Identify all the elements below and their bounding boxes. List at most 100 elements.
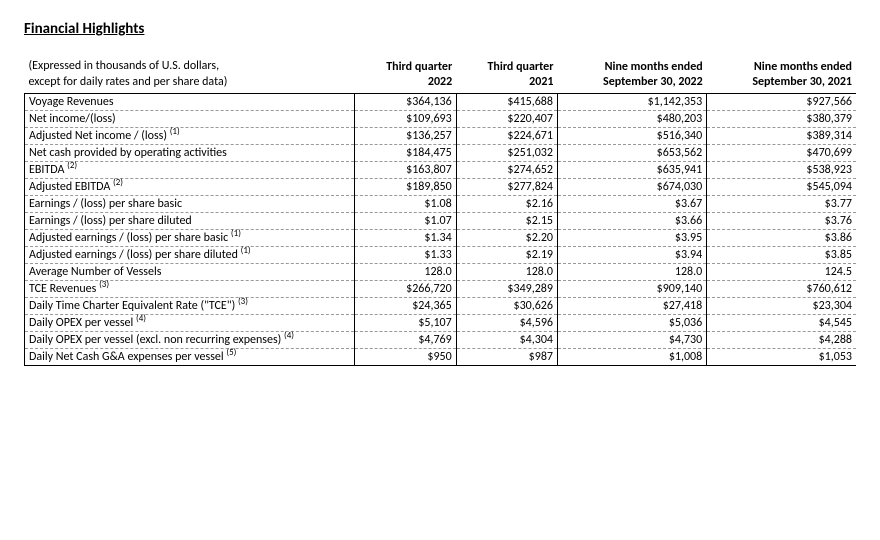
value-cell: $349,289 (456, 281, 557, 298)
metric-label: Daily Time Charter Equivalent Rate ("TCE… (25, 298, 355, 315)
value-cell: $27,418 (557, 298, 706, 315)
table-row: Daily Time Charter Equivalent Rate ("TCE… (25, 298, 857, 315)
value-cell: $2.15 (456, 213, 557, 230)
financial-table: (Expressed in thousands of U.S. dollars,… (24, 58, 856, 366)
value-cell: $220,407 (456, 111, 557, 128)
value-cell: $364,136 (355, 94, 456, 111)
value-cell: $30,626 (456, 298, 557, 315)
value-cell: $1.07 (355, 213, 456, 230)
value-cell: 128.0 (456, 264, 557, 281)
metric-label: Daily OPEX per vessel (excl. non recurri… (25, 332, 355, 349)
footnote-ref: (4) (136, 313, 146, 324)
value-cell: $3.85 (707, 247, 856, 264)
value-cell: $136,257 (355, 128, 456, 145)
value-cell: $4,304 (456, 332, 557, 349)
value-cell: $674,030 (557, 179, 706, 196)
value-cell: $224,671 (456, 128, 557, 145)
footnote-ref: (2) (67, 160, 77, 171)
value-cell: $5,107 (355, 315, 456, 332)
note-line1: (Expressed in thousands of U.S. dollars, (29, 59, 220, 73)
col-header-9m-2021: Nine months endedSeptember 30, 2021 (707, 58, 856, 94)
metric-label: Voyage Revenues (25, 94, 355, 111)
value-cell: $23,304 (707, 298, 856, 315)
metric-label: Earnings / (loss) per share diluted (25, 213, 355, 230)
table-row: Net cash provided by operating activitie… (25, 145, 857, 162)
value-cell: $1,053 (707, 349, 856, 366)
value-cell: $4,769 (355, 332, 456, 349)
value-cell: $4,730 (557, 332, 706, 349)
value-cell: $415,688 (456, 94, 557, 111)
footnote-ref: (3) (238, 296, 248, 307)
value-cell: $760,612 (707, 281, 856, 298)
value-cell: $4,545 (707, 315, 856, 332)
value-cell: $3.67 (557, 196, 706, 213)
value-cell: $653,562 (557, 145, 706, 162)
table-row: Adjusted Net income / (loss) (1)$136,257… (25, 128, 857, 145)
metric-label: Average Number of Vessels (25, 264, 355, 281)
value-cell: $909,140 (557, 281, 706, 298)
table-row: Earnings / (loss) per share diluted$1.07… (25, 213, 857, 230)
value-cell: $24,365 (355, 298, 456, 315)
value-cell: $545,094 (707, 179, 856, 196)
value-cell: $927,566 (707, 94, 856, 111)
metric-label: Earnings / (loss) per share basic (25, 196, 355, 213)
value-cell: $538,923 (707, 162, 856, 179)
footnote-ref: (3) (99, 279, 109, 290)
value-cell: $184,475 (355, 145, 456, 162)
value-cell: $3.86 (707, 230, 856, 247)
value-cell: $3.94 (557, 247, 706, 264)
value-cell: $4,596 (456, 315, 557, 332)
value-cell: $251,032 (456, 145, 557, 162)
metric-label: Adjusted earnings / (loss) per share dil… (25, 247, 355, 264)
table-row: Voyage Revenues$364,136$415,688$1,142,35… (25, 94, 857, 111)
col-header-9m-2022: Nine months endedSeptember 30, 2022 (557, 58, 706, 94)
value-cell: $3.66 (557, 213, 706, 230)
value-cell: $1.34 (355, 230, 456, 247)
value-cell: $274,652 (456, 162, 557, 179)
value-cell: $109,693 (355, 111, 456, 128)
footnote-ref: (5) (226, 347, 236, 358)
value-cell: $266,720 (355, 281, 456, 298)
metric-label: Adjusted EBITDA (2) (25, 179, 355, 196)
table-row: Adjusted earnings / (loss) per share bas… (25, 230, 857, 247)
value-cell: $950 (355, 349, 456, 366)
metric-label: TCE Revenues (3) (25, 281, 355, 298)
value-cell: $3.76 (707, 213, 856, 230)
value-cell: $987 (456, 349, 557, 366)
table-row: Daily Net Cash G&A expenses per vessel (… (25, 349, 857, 366)
table-row: Adjusted EBITDA (2)$189,850$277,824$674,… (25, 179, 857, 196)
table-row: Daily OPEX per vessel (excl. non recurri… (25, 332, 857, 349)
footnote-ref: (2) (113, 177, 123, 188)
value-cell: 124.5 (707, 264, 856, 281)
value-cell: $380,379 (707, 111, 856, 128)
value-cell: $1.08 (355, 196, 456, 213)
page-title: Financial Highlights (24, 20, 856, 38)
note-line2: except for daily rates and per share dat… (29, 75, 228, 89)
table-row: Daily OPEX per vessel (4)$5,107$4,596$5,… (25, 315, 857, 332)
footnote-ref: (4) (284, 330, 294, 341)
metric-label: Net cash provided by operating activitie… (25, 145, 355, 162)
table-row: EBITDA (2)$163,807$274,652$635,941$538,9… (25, 162, 857, 179)
value-cell: $5,036 (557, 315, 706, 332)
value-cell: $2.16 (456, 196, 557, 213)
value-cell: $635,941 (557, 162, 706, 179)
col-header-q3-2021: Third quarter2021 (456, 58, 557, 94)
metric-label: Adjusted Net income / (loss) (1) (25, 128, 355, 145)
value-cell: $277,824 (456, 179, 557, 196)
table-row: Net income/(loss)$109,693$220,407$480,20… (25, 111, 857, 128)
footnote-ref: (1) (231, 228, 241, 239)
footnote-ref: (1) (170, 126, 180, 137)
value-cell: $189,850 (355, 179, 456, 196)
value-cell: 128.0 (557, 264, 706, 281)
table-row: Average Number of Vessels128.0128.0128.0… (25, 264, 857, 281)
value-cell: $4,288 (707, 332, 856, 349)
value-cell: $2.20 (456, 230, 557, 247)
col-header-q3-2022: Third quarter2022 (355, 58, 456, 94)
value-cell: $163,807 (355, 162, 456, 179)
value-cell: $516,340 (557, 128, 706, 145)
value-cell: $1,142,353 (557, 94, 706, 111)
table-row: Earnings / (loss) per share basic$1.08$2… (25, 196, 857, 213)
value-cell: $1.33 (355, 247, 456, 264)
value-cell: $1,008 (557, 349, 706, 366)
value-cell: $3.95 (557, 230, 706, 247)
